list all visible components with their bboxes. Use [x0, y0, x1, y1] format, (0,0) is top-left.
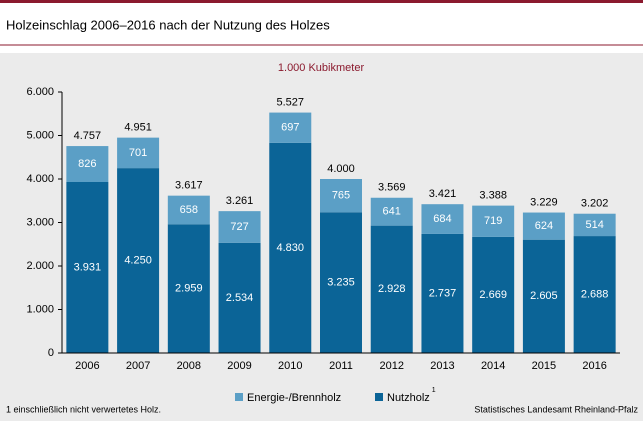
bar-segment	[167, 224, 210, 353]
y-tick-label: 4.000	[26, 173, 54, 185]
value-label: 658	[180, 204, 198, 216]
bar-segment	[573, 213, 616, 237]
x-tick-label: 2016	[582, 360, 606, 372]
value-label: 4.250	[124, 254, 152, 266]
x-tick-label: 2012	[379, 360, 403, 372]
value-label: 641	[383, 206, 401, 218]
value-label: 2.688	[581, 288, 609, 300]
y-tick-label: 5.000	[26, 129, 54, 141]
bar-segment	[218, 211, 261, 243]
x-tick-label: 2006	[75, 360, 99, 372]
x-tick-label: 2014	[481, 360, 505, 372]
value-label: 765	[332, 190, 350, 202]
total-label: 4.757	[74, 130, 102, 142]
legend-label: Energie-/Brennholz	[247, 392, 341, 404]
total-label: 3.202	[581, 198, 609, 210]
y-tick-label: 3.000	[26, 216, 54, 228]
bar-segment	[117, 168, 160, 353]
value-label: 701	[129, 147, 147, 159]
legend-swatch	[235, 393, 243, 401]
value-label: 2.928	[378, 283, 406, 295]
x-tick-label: 2007	[126, 360, 150, 372]
legend-swatch	[375, 393, 383, 401]
x-tick-label: 2011	[329, 360, 353, 372]
top-bar	[0, 0, 643, 3]
legend-label: Nutzholz	[387, 392, 430, 404]
total-label: 3.388	[479, 190, 507, 202]
value-label: 719	[484, 215, 502, 227]
total-label: 3.569	[378, 182, 406, 194]
y-tick-label: 2.000	[26, 260, 54, 272]
bar-segment	[269, 112, 312, 143]
total-label: 3.421	[429, 188, 457, 200]
x-tick-label: 2015	[532, 360, 556, 372]
chart-title: Holzeinschlag 2006–2016 nach der Nutzung…	[6, 17, 330, 32]
y-tick-label: 6.000	[26, 86, 54, 98]
bar-segment	[421, 233, 464, 353]
bar-segment	[66, 146, 109, 183]
value-label: 2.959	[175, 283, 203, 295]
bar-segment	[218, 242, 261, 353]
bar-segment	[573, 236, 616, 353]
unit-label: 1.000 Kubikmeter	[278, 62, 365, 74]
value-label: 2.605	[530, 290, 558, 302]
bar-segment	[421, 204, 464, 234]
bar-segment	[522, 239, 565, 353]
y-tick-label: 0	[48, 347, 54, 359]
bar-segment	[472, 236, 515, 353]
bar-segment	[269, 142, 312, 353]
bar-segment	[167, 195, 210, 225]
x-tick-label: 2013	[430, 360, 454, 372]
bar-segment	[320, 179, 362, 213]
y-tick-label: 1.000	[26, 303, 54, 315]
value-label: 2.737	[429, 287, 457, 299]
bar-segment	[370, 197, 413, 226]
value-label: 4.830	[277, 242, 305, 254]
bar-segment	[472, 205, 515, 237]
value-label: 697	[281, 122, 299, 134]
total-label: 3.229	[530, 196, 558, 208]
bar-segment	[66, 182, 109, 353]
source: Statistisches Landesamt Rheinland-Pfalz	[474, 404, 638, 414]
bar-segment	[117, 137, 160, 169]
value-label: 624	[535, 220, 553, 232]
legend-footnote-marker: 1	[432, 387, 436, 394]
value-label: 2.534	[226, 292, 254, 304]
x-tick-label: 2010	[278, 360, 302, 372]
total-label: 3.261	[226, 195, 254, 207]
value-label: 826	[78, 158, 96, 170]
total-label: 5.527	[277, 96, 305, 108]
bar-segment	[320, 212, 362, 353]
bar-segment	[370, 225, 413, 353]
value-label: 684	[433, 213, 451, 225]
footnote: 1 einschließlich nicht verwertetes Holz.	[6, 404, 161, 414]
total-label: 3.617	[175, 180, 203, 192]
value-label: 3.931	[74, 261, 102, 273]
x-tick-label: 2009	[227, 360, 251, 372]
bar-segment	[522, 212, 565, 240]
value-label: 514	[585, 219, 603, 231]
value-label: 3.235	[327, 277, 355, 289]
total-label: 4.000	[327, 163, 355, 175]
total-label: 4.951	[124, 122, 152, 134]
x-tick-label: 2008	[177, 360, 201, 372]
value-label: 2.669	[479, 289, 507, 301]
value-label: 727	[230, 221, 248, 233]
